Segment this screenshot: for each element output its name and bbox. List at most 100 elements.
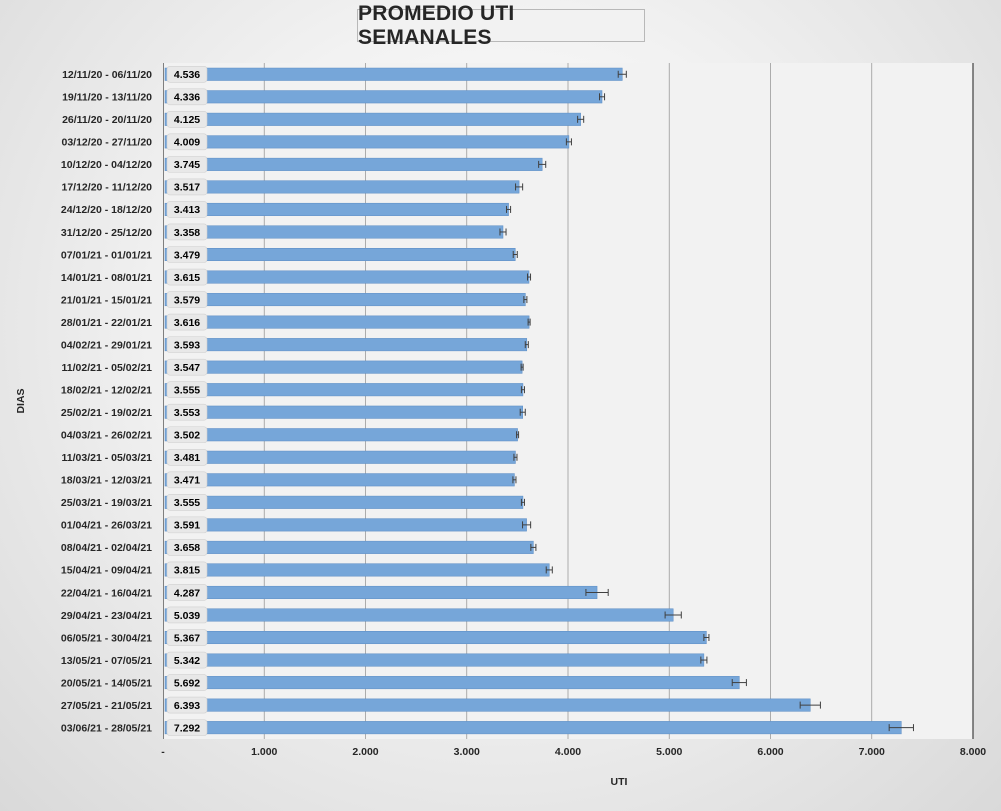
data-label-bg bbox=[166, 539, 208, 556]
data-label: 5.367 bbox=[174, 632, 200, 644]
category-label: 04/02/21 - 29/01/21 bbox=[61, 339, 152, 351]
data-label: 7.292 bbox=[174, 722, 200, 734]
x-tick-label: 6.000 bbox=[757, 746, 783, 758]
bar bbox=[164, 360, 523, 374]
data-label: 4.536 bbox=[174, 69, 200, 81]
bar bbox=[164, 631, 707, 645]
data-label-bg bbox=[166, 268, 208, 286]
category-label: 15/04/21 - 09/04/21 bbox=[61, 565, 152, 577]
y-axis-title: DIAS bbox=[15, 388, 27, 413]
category-label: 21/01/21 - 15/01/21 bbox=[61, 294, 152, 306]
category-label: 04/03/21 - 26/02/21 bbox=[61, 430, 152, 442]
data-label-bg bbox=[166, 178, 208, 196]
bar bbox=[164, 112, 581, 126]
category-label: 18/03/21 - 12/03/21 bbox=[61, 475, 152, 487]
category-label: 01/04/21 - 26/03/21 bbox=[61, 520, 152, 532]
data-label-bg bbox=[166, 448, 208, 466]
data-label: 4.009 bbox=[174, 137, 200, 149]
category-label: 14/01/21 - 08/01/21 bbox=[61, 272, 152, 284]
data-label-bg bbox=[166, 336, 208, 353]
data-label-bg bbox=[166, 426, 208, 444]
bar bbox=[164, 608, 674, 622]
data-label: 3.616 bbox=[174, 317, 200, 329]
category-label: 03/12/20 - 27/11/20 bbox=[62, 137, 153, 149]
category-label: 31/12/20 - 25/12/20 bbox=[61, 227, 152, 239]
x-tick-label: 4.000 bbox=[555, 746, 581, 758]
bar bbox=[164, 270, 530, 284]
bar bbox=[164, 450, 516, 464]
data-label-bg bbox=[166, 651, 208, 669]
category-label: 19/11/20 - 13/11/20 bbox=[62, 92, 152, 104]
data-label-bg bbox=[166, 201, 208, 218]
bar bbox=[164, 383, 524, 397]
data-label-bg bbox=[166, 629, 208, 646]
bar bbox=[164, 248, 516, 262]
data-label-bg bbox=[166, 381, 208, 398]
x-tick-label: 5.000 bbox=[656, 746, 682, 758]
gridlines bbox=[163, 63, 974, 739]
data-label: 3.481 bbox=[174, 452, 200, 464]
data-label-bg bbox=[166, 494, 208, 511]
data-label-bg bbox=[166, 313, 208, 331]
bar bbox=[164, 293, 526, 307]
category-label: 25/02/21 - 19/02/21 bbox=[61, 407, 152, 419]
bar bbox=[164, 540, 534, 554]
x-tick-label: 1.000 bbox=[251, 746, 277, 758]
data-label-bg bbox=[166, 246, 208, 263]
data-label: 3.553 bbox=[174, 407, 200, 419]
data-label-bg bbox=[166, 674, 208, 691]
category-label: 17/12/20 - 11/12/20 bbox=[62, 182, 153, 194]
bar bbox=[164, 157, 543, 171]
data-label: 3.413 bbox=[174, 204, 200, 216]
data-label: 3.547 bbox=[174, 362, 200, 374]
data-label: 3.479 bbox=[174, 249, 200, 261]
data-label-bg bbox=[166, 111, 208, 128]
bar bbox=[164, 721, 902, 735]
x-axis-title: UTI bbox=[611, 776, 628, 788]
bar bbox=[164, 653, 705, 667]
x-tick-label: 7.000 bbox=[859, 746, 885, 758]
x-tick-label: 2.000 bbox=[352, 746, 378, 758]
data-label: 4.125 bbox=[174, 114, 200, 126]
data-label: 3.579 bbox=[174, 294, 200, 306]
category-label: 18/02/21 - 12/02/21 bbox=[61, 384, 152, 396]
data-label-bg bbox=[166, 133, 208, 151]
category-label: 26/11/20 - 20/11/20 bbox=[62, 114, 152, 126]
data-label: 3.745 bbox=[174, 159, 200, 171]
data-label: 3.591 bbox=[174, 520, 200, 532]
data-label: 3.502 bbox=[174, 430, 200, 442]
data-label: 5.039 bbox=[174, 610, 200, 622]
category-label: 06/05/21 - 30/04/21 bbox=[61, 632, 152, 644]
category-label: 24/12/20 - 18/12/20 bbox=[61, 204, 152, 216]
category-label: 22/04/21 - 16/04/21 bbox=[61, 587, 152, 599]
data-label-bg bbox=[166, 88, 208, 106]
bar bbox=[164, 676, 740, 690]
data-label: 5.692 bbox=[174, 677, 200, 689]
category-label: 07/01/21 - 01/01/21 bbox=[61, 249, 152, 261]
data-label: 3.555 bbox=[174, 497, 200, 509]
bar bbox=[164, 473, 515, 487]
category-label: 29/04/21 - 23/04/21 bbox=[61, 610, 152, 622]
bar bbox=[164, 698, 811, 712]
bars bbox=[164, 67, 902, 735]
data-label-bg bbox=[166, 471, 208, 489]
category-label: 11/02/21 - 05/02/21 bbox=[62, 362, 153, 374]
category-label: 20/05/21 - 14/05/21 bbox=[61, 677, 152, 689]
category-label: 27/05/21 - 21/05/21 bbox=[61, 700, 152, 712]
data-label: 3.658 bbox=[174, 542, 200, 554]
x-tick-label: 8.000 bbox=[960, 746, 986, 758]
x-tick-label: - bbox=[161, 746, 165, 758]
data-label-bg bbox=[166, 223, 208, 241]
data-label: 3.471 bbox=[174, 475, 200, 487]
data-label: 4.287 bbox=[174, 587, 200, 599]
error-bars bbox=[499, 70, 914, 732]
category-label: 28/01/21 - 22/01/21 bbox=[61, 317, 152, 329]
data-label-bg bbox=[166, 606, 208, 624]
data-label-bg bbox=[166, 403, 208, 421]
category-label: 08/04/21 - 02/04/21 bbox=[61, 542, 152, 554]
data-label-bg bbox=[166, 719, 208, 736]
category-label: 03/06/21 - 28/05/21 bbox=[61, 722, 152, 734]
data-label-bg bbox=[166, 358, 208, 376]
data-label: 3.615 bbox=[174, 272, 200, 284]
